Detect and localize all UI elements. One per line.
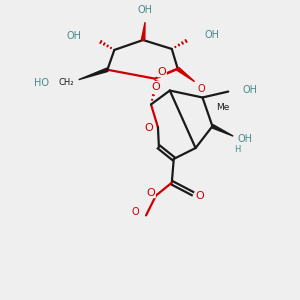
Text: Me: Me — [216, 103, 230, 112]
Text: CH₂: CH₂ — [58, 78, 74, 87]
Text: O: O — [158, 67, 166, 77]
Text: OH: OH — [67, 31, 82, 41]
Text: O: O — [198, 84, 205, 94]
Text: H: H — [234, 145, 241, 154]
Text: O: O — [195, 190, 204, 201]
Text: HO: HO — [34, 78, 49, 88]
Polygon shape — [141, 22, 145, 40]
Text: O: O — [131, 207, 139, 218]
Text: OH: OH — [242, 85, 257, 94]
Text: OH: OH — [205, 30, 220, 40]
Text: OH: OH — [237, 134, 252, 144]
Polygon shape — [212, 125, 233, 136]
Text: O: O — [145, 123, 153, 133]
Text: O: O — [152, 82, 160, 92]
Text: OH: OH — [137, 5, 152, 15]
Polygon shape — [177, 68, 195, 82]
Text: O: O — [147, 188, 155, 198]
Polygon shape — [79, 68, 108, 80]
